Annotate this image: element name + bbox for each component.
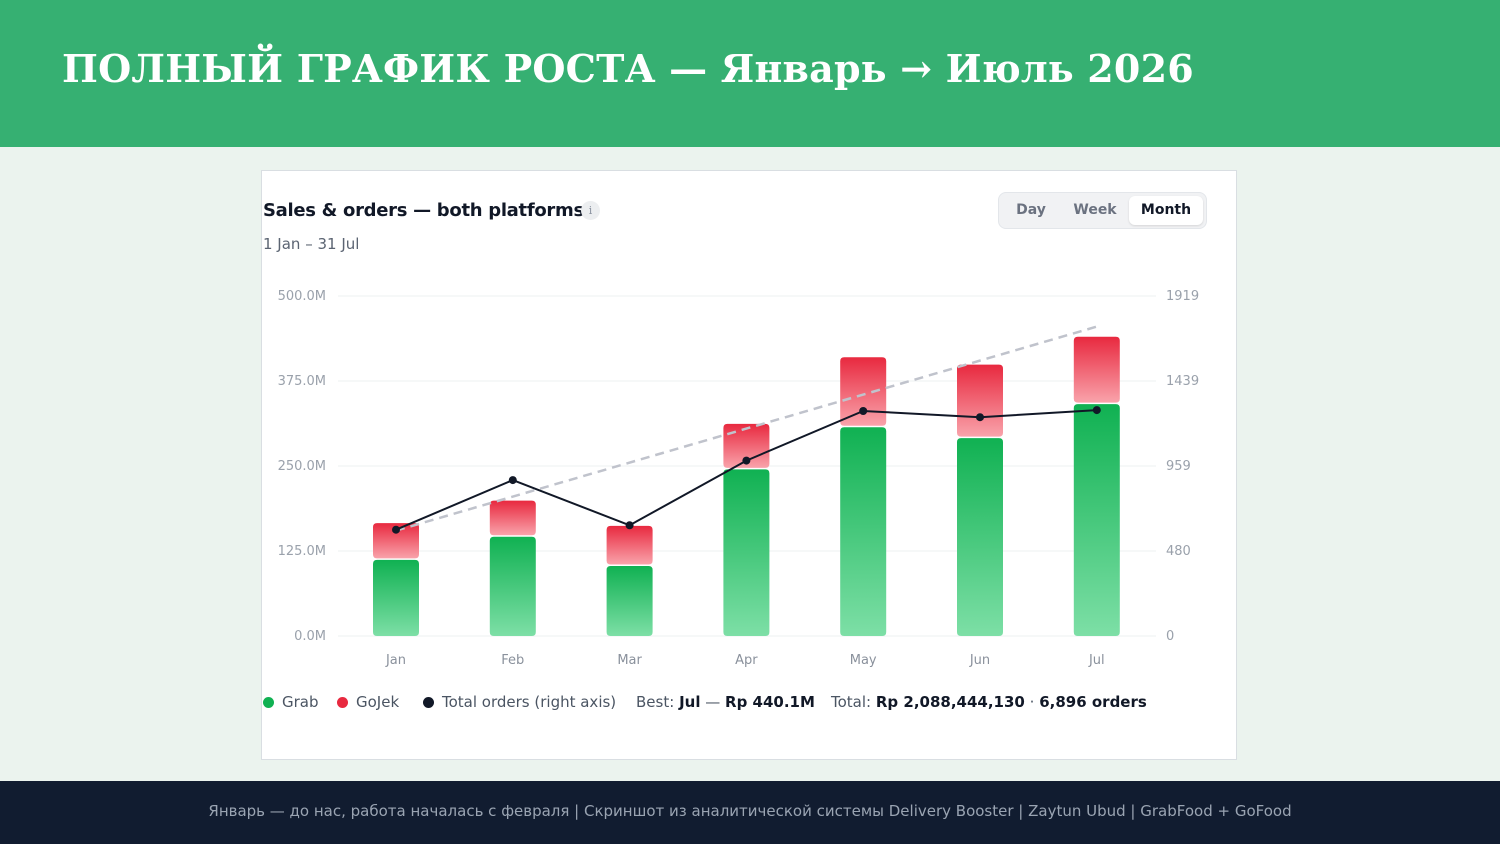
- y-right-tick-label: 959: [1166, 459, 1191, 474]
- legend-gojek[interactable]: GoJek: [337, 691, 399, 713]
- orders-point: [508, 476, 517, 485]
- y-left-tick-label: 500.0M: [278, 289, 326, 304]
- bar-gojek: [723, 423, 770, 468]
- sales-orders-chart: 0.0M 125.0M 250.0M 375.0M 500.0M 0 480 959 1439 1…: [278, 289, 1200, 668]
- orders-point: [392, 525, 400, 534]
- bar-gojek: [840, 357, 887, 426]
- orders-point: [742, 456, 751, 465]
- card-title: Sales & orders — both platforms: [263, 200, 584, 221]
- total-prefix: Total:: [831, 693, 872, 711]
- total-separator: ·: [1029, 693, 1035, 711]
- bar-grab: [489, 536, 536, 636]
- page-title: ПОЛНЫЙ ГРАФИК РОСТА — Январь → Июль 2026: [62, 46, 1194, 91]
- y-left-tick-label: 250.0M: [278, 459, 326, 474]
- range-day-button[interactable]: Day: [1016, 202, 1046, 218]
- x-tick-label: Apr: [735, 653, 758, 668]
- bar-gojek: [957, 364, 1003, 437]
- orders-point: [625, 521, 634, 530]
- bar-gojek: [606, 525, 653, 565]
- gojek-swatch: [337, 697, 348, 708]
- total-summary: Total: Rp 2,088,444,130 · 6,896 orders: [831, 691, 1147, 713]
- range-toggle: Day Week Month: [998, 192, 1207, 229]
- orders-point: [859, 406, 868, 415]
- x-tick-label: Jul: [1088, 653, 1105, 668]
- trend-line: [395, 325, 1098, 532]
- legend-gojek-label: GoJek: [356, 693, 400, 711]
- legend-orders[interactable]: Total orders (right axis): [423, 691, 616, 713]
- y-left-tick-label: 375.0M: [278, 374, 326, 389]
- best-separator: —: [705, 693, 721, 711]
- best-month-summary: Best: Jul — Rp 440.1M: [636, 691, 815, 713]
- bar-grab: [373, 559, 419, 636]
- total-sales-value: Rp 2,088,444,130: [875, 693, 1025, 711]
- bar-grab: [606, 565, 653, 636]
- orders-point: [976, 413, 984, 422]
- footer-caption: Январь — до нас, работа началась с февра…: [208, 802, 1292, 820]
- info-icon[interactable]: i: [581, 201, 600, 220]
- best-prefix: Best:: [636, 693, 675, 711]
- y-left-tick-label: 125.0M: [278, 544, 326, 559]
- chart-legend: Grab GoJek Total orders (right axis) Bes…: [263, 691, 1223, 713]
- orders-point: [1092, 406, 1101, 415]
- best-value: Rp 440.1M: [725, 693, 815, 711]
- bar-grab: [957, 438, 1003, 636]
- bar-grab: [840, 427, 887, 636]
- chart-card: Sales & orders — both platforms i 1 Jan …: [261, 170, 1237, 760]
- top-banner: ПОЛНЫЙ ГРАФИК РОСТА — Январь → Июль 2026: [0, 0, 1500, 147]
- legend-grab[interactable]: Grab: [263, 691, 319, 713]
- footer-bar: Январь — до нас, работа началась с февра…: [0, 781, 1500, 844]
- grab-swatch: [263, 697, 274, 708]
- legend-grab-label: Grab: [282, 693, 319, 711]
- x-tick-label: Jun: [969, 653, 990, 668]
- y-left-tick-label: 0.0M: [294, 629, 326, 644]
- y-right-tick-label: 480: [1166, 544, 1191, 559]
- date-range-label: 1 Jan – 31 Jul: [263, 235, 360, 253]
- x-tick-label: Feb: [501, 653, 524, 668]
- bar-grab: [1073, 404, 1120, 636]
- x-tick-label: Mar: [617, 653, 642, 668]
- y-right-tick-label: 0: [1166, 629, 1174, 644]
- bar-grab: [723, 469, 770, 636]
- x-tick-label: Jan: [385, 653, 406, 668]
- bar-gojek: [1073, 336, 1120, 403]
- best-month: Jul: [679, 693, 701, 711]
- total-orders-value: 6,896 orders: [1039, 693, 1147, 711]
- legend-orders-label: Total orders (right axis): [442, 693, 617, 711]
- y-right-tick-label: 1439: [1166, 374, 1199, 389]
- bar-gojek: [489, 500, 536, 536]
- range-month-button[interactable]: Month: [1129, 196, 1203, 225]
- y-right-tick-label: 1919: [1166, 289, 1199, 304]
- bar-gojek: [373, 523, 419, 559]
- x-tick-label: May: [850, 653, 877, 668]
- orders-swatch: [423, 697, 434, 708]
- range-week-button[interactable]: Week: [1073, 202, 1117, 218]
